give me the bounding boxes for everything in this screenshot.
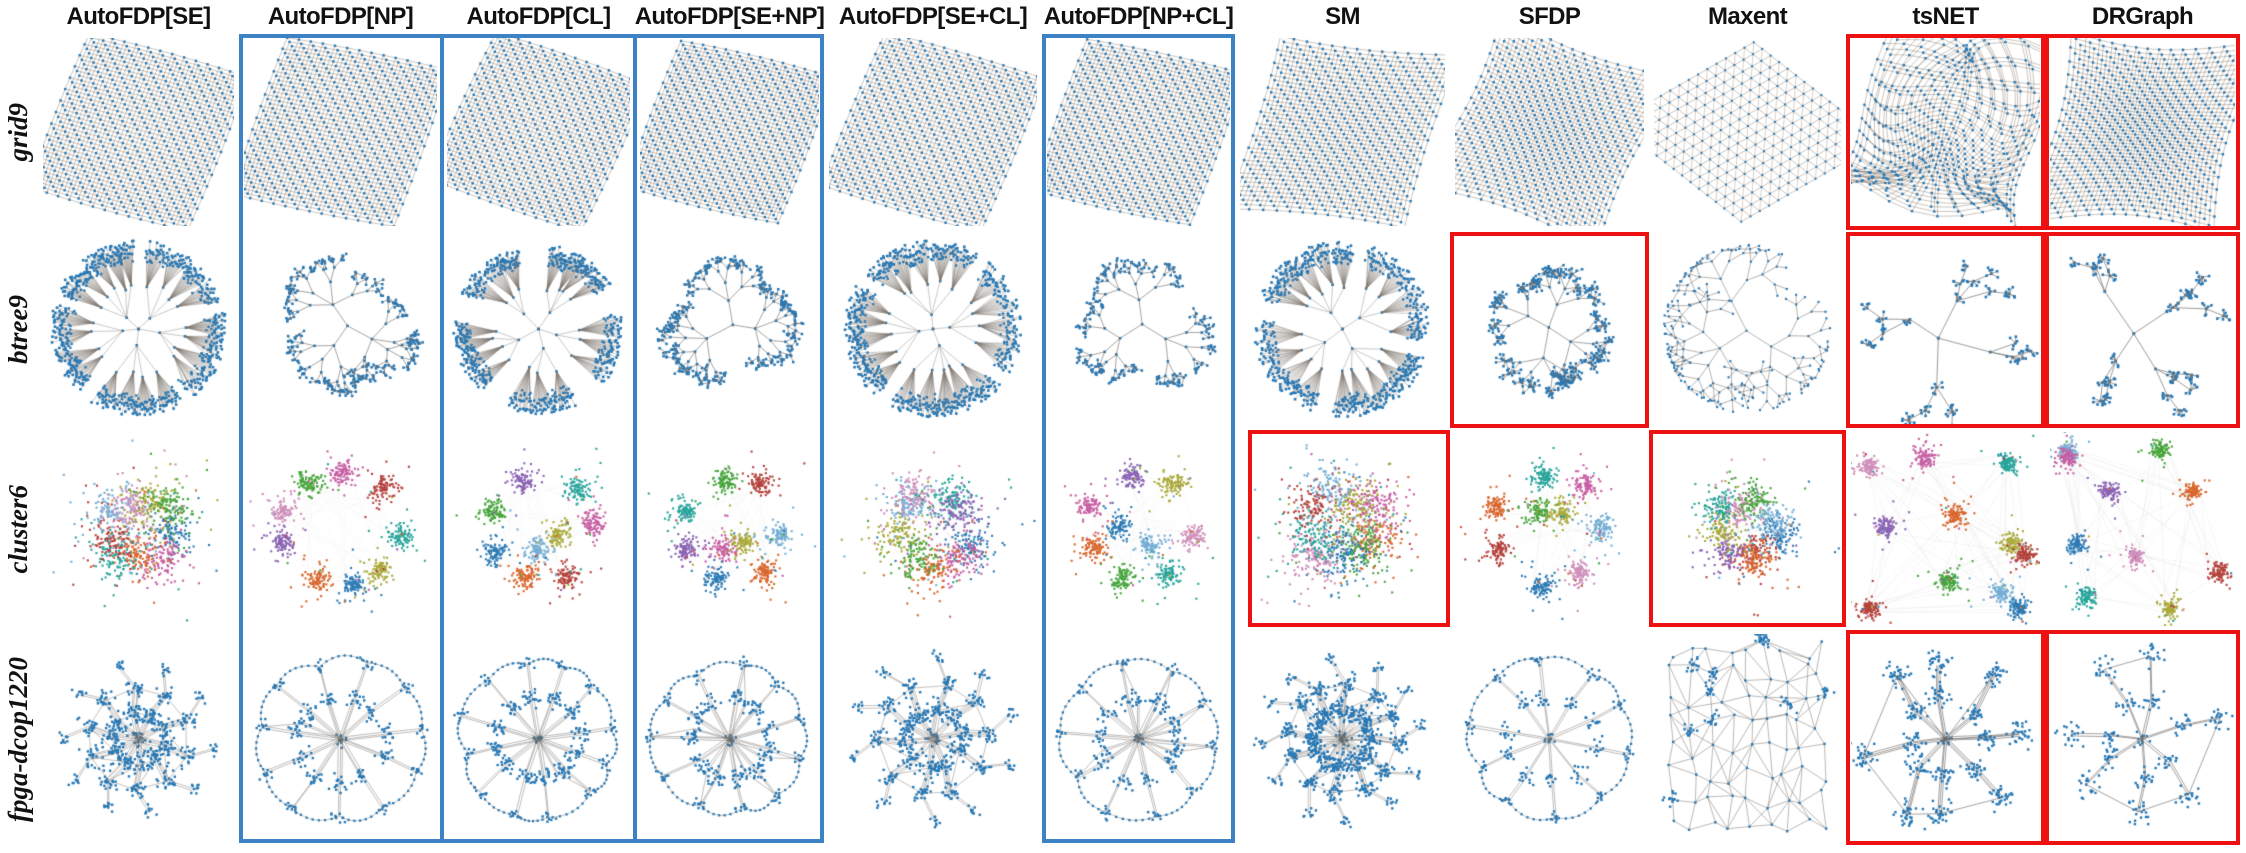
- graph-drawing: [447, 38, 630, 226]
- graph-drawing: [829, 634, 1037, 844]
- column-header: DRGraph: [2091, 3, 2194, 30]
- column-header: SFDP: [1518, 3, 1581, 30]
- graph-drawing: [1654, 38, 1841, 226]
- graph-drawing: [640, 38, 819, 226]
- row-label: fpga-dcop1220: [0, 630, 37, 848]
- graph-drawing: [1654, 634, 1841, 844]
- graph-drawing: [43, 432, 234, 626]
- graph-drawing: [43, 38, 234, 226]
- graph-drawing: [640, 234, 819, 424]
- graph-drawing: [640, 634, 819, 844]
- graph-drawing: [1240, 38, 1445, 226]
- graph-drawing: [829, 38, 1037, 226]
- graph-drawing: [447, 634, 630, 844]
- graph-drawing: [2050, 234, 2235, 424]
- graph-drawing: [43, 234, 234, 424]
- column-header: AutoFDP[CL]: [466, 3, 611, 30]
- graph-drawing: [1851, 634, 2040, 844]
- column-header: AutoFDP[SE+NP]: [634, 3, 825, 30]
- column-header: SM: [1325, 3, 1360, 30]
- graph-drawing: [829, 234, 1037, 424]
- graph-drawing: [244, 634, 437, 844]
- graph-drawing: [1240, 234, 1445, 424]
- graph-drawing: [43, 634, 234, 844]
- column-header: tsNET: [1912, 3, 1979, 30]
- graph-drawing: [1047, 634, 1230, 844]
- graph-drawing: [2050, 38, 2235, 226]
- column-header: Maxent: [1707, 3, 1788, 30]
- graph-drawing: [1654, 432, 1841, 626]
- graph-drawing: [244, 234, 437, 424]
- graph-drawing: [1047, 38, 1230, 226]
- row-label-text: btree9: [3, 294, 33, 364]
- graph-drawing: [640, 432, 819, 626]
- row-label-text: cluster6: [3, 484, 33, 574]
- row-label: grid9: [0, 34, 37, 230]
- row-label: cluster6: [0, 428, 37, 630]
- column-header: AutoFDP[SE]: [66, 3, 211, 30]
- graph-drawing: [244, 432, 437, 626]
- graph-drawing: [1851, 234, 2040, 424]
- graph-drawing: [1455, 234, 1644, 424]
- graph-drawing: [1654, 234, 1841, 424]
- graph-drawing: [447, 234, 630, 424]
- graph-drawing: [1455, 38, 1644, 226]
- row-label: btree9: [0, 230, 37, 428]
- row-label-text: grid9: [3, 102, 33, 162]
- graph-drawing: [1240, 432, 1445, 626]
- column-header: AutoFDP[NP]: [267, 3, 414, 30]
- blue-box-divider: [440, 34, 444, 843]
- column-header: AutoFDP[SE+CL]: [838, 3, 1028, 30]
- row-label-text: fpga-dcop1220: [3, 656, 33, 822]
- graph-drawing: [1240, 634, 1445, 844]
- graph-drawing: [2050, 432, 2235, 626]
- graph-drawing: [244, 38, 437, 226]
- graph-drawing: [447, 432, 630, 626]
- graph-drawing: [1851, 432, 2040, 626]
- graph-drawing: [1455, 432, 1644, 626]
- graph-drawing: [1851, 38, 2040, 226]
- graph-drawing: [1455, 634, 1644, 844]
- blue-box-divider: [633, 34, 637, 843]
- graph-drawing: [1047, 234, 1230, 424]
- column-header: AutoFDP[NP+CL]: [1043, 3, 1234, 30]
- graph-drawing: [2050, 634, 2235, 844]
- graph-drawing: [1047, 432, 1230, 626]
- graph-drawing: [829, 432, 1037, 626]
